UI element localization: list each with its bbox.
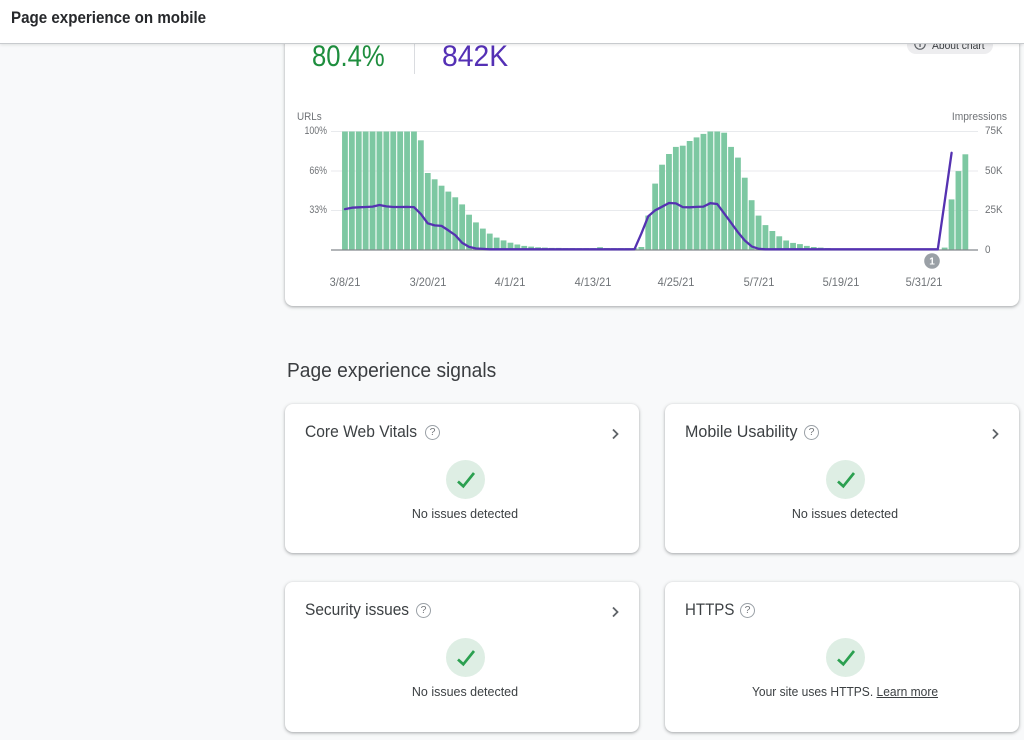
svg-text:1: 1 — [929, 257, 935, 268]
